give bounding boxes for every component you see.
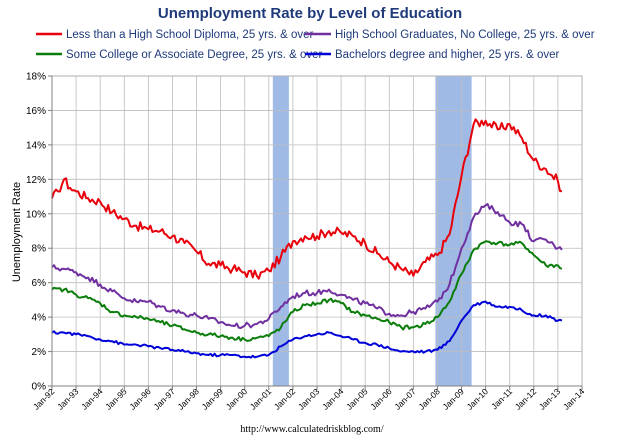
legend-label: Bachelors degree and higher, 25 yrs. & o… — [335, 49, 560, 61]
series-line — [51, 203, 563, 329]
legend-label: High School Graduates, No College, 25 yr… — [335, 29, 595, 41]
chart-title: Unemployment Rate by Level of Education — [158, 5, 462, 22]
y-axis-label: Unemployment Rate — [11, 182, 23, 282]
y-tick-label: 10% — [26, 209, 46, 220]
legend-label: Some College or Associate Degree, 25 yrs… — [66, 49, 322, 61]
source-url: http://www.calculatedriskblog.com/ — [240, 424, 383, 435]
y-tick-label: 6% — [32, 278, 47, 289]
y-tick-label: 8% — [32, 244, 47, 255]
y-tick-label: 12% — [26, 175, 46, 186]
series-line — [51, 300, 563, 359]
y-tick-label: 18% — [26, 72, 46, 83]
y-tick-label: 0% — [32, 382, 47, 393]
recession-band — [272, 76, 289, 386]
series-line — [51, 240, 563, 342]
y-tick-label: 2% — [32, 347, 47, 358]
y-tick-label: 16% — [26, 106, 46, 117]
y-tick-label: 4% — [32, 313, 47, 324]
legend-label: Less than a High School Diploma, 25 yrs.… — [66, 29, 314, 41]
series-lines — [51, 118, 563, 359]
series-line — [51, 118, 563, 280]
recession-band — [435, 76, 472, 386]
y-tick-label: 14% — [26, 140, 46, 151]
y-axis: 0% 2% 4% 6% 8% 10% 12% 14% 16% 18% — [26, 72, 53, 393]
legend: Less than a High School Diploma, 25 yrs.… — [36, 29, 595, 61]
